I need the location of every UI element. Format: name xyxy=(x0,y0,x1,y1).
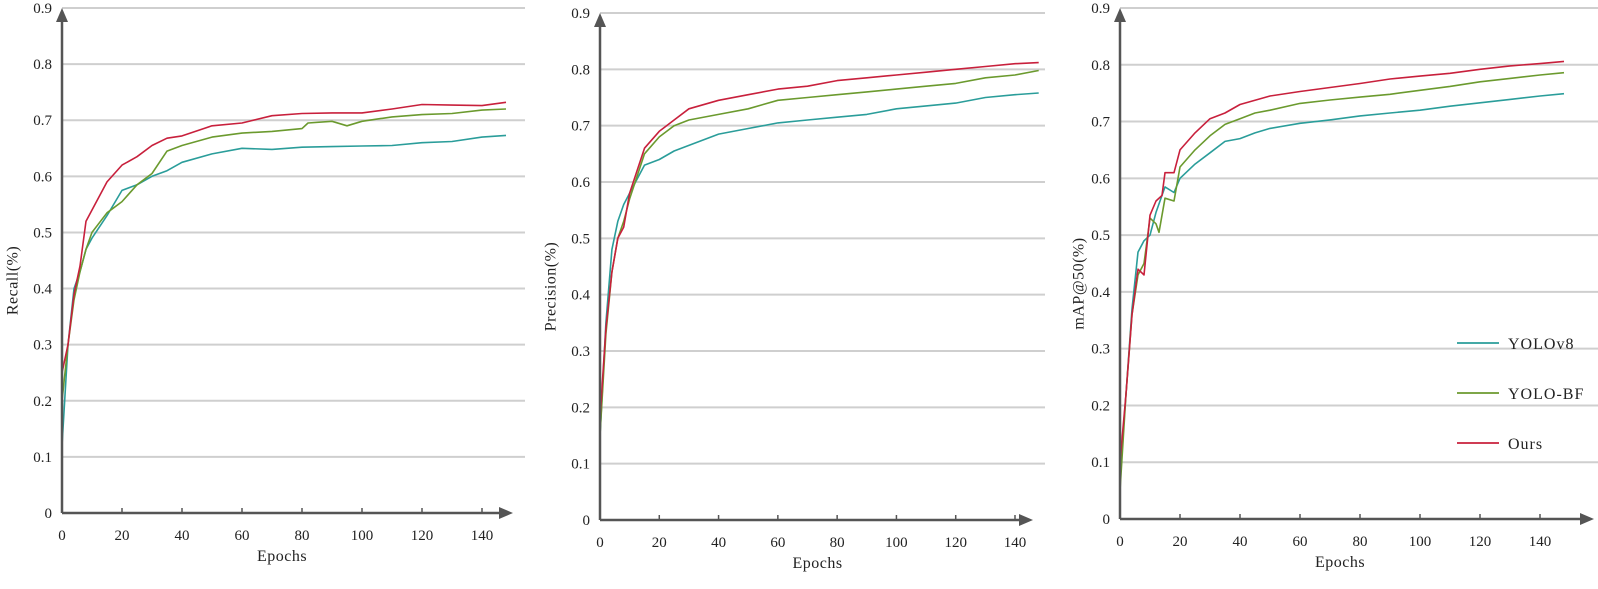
chart-panel-3: 0 0.1 0.2 0.3 0.4 0.5 0.6 0.7 0.8 0.9 0 20 40 60 80 100… xyxy=(1071,1,1598,571)
legend-label: Ours xyxy=(1508,436,1543,453)
y-tick-label: 0.4 xyxy=(1091,285,1110,301)
y-axis-label: Precision(%) xyxy=(543,242,560,332)
series-line-ours xyxy=(1119,60,1565,463)
y-tick-label: 0.4 xyxy=(571,288,590,304)
y-tick-label: 0.8 xyxy=(571,62,590,78)
x-tick-label: 100 xyxy=(885,535,908,551)
y-axis-label: Recall(%) xyxy=(5,246,22,315)
legend-label: YOLOv8 xyxy=(1508,336,1574,353)
x-tick-label: 120 xyxy=(1469,534,1492,550)
y-tick-label: 0.3 xyxy=(1091,342,1110,358)
series-line-ours xyxy=(599,61,1039,419)
x-tick-label: 40 xyxy=(1233,534,1248,550)
series-line-yolov8 xyxy=(599,92,1039,436)
x-axis-label: Epochs xyxy=(1315,554,1365,571)
x-axis-arrow-icon xyxy=(499,507,513,519)
y-tick-label: 0.9 xyxy=(571,6,590,22)
y-tick-label: 0 xyxy=(583,513,591,529)
x-tick-label: 80 xyxy=(1353,534,1368,550)
y-axis-arrow-icon xyxy=(56,8,68,22)
series-line-yolov8 xyxy=(61,134,507,446)
x-tick-label: 0 xyxy=(596,535,604,551)
y-tick-label: 0.6 xyxy=(1091,171,1110,187)
y-tick-label: 0.2 xyxy=(33,394,52,410)
y-tick-label: 0.1 xyxy=(571,457,590,473)
y-axis-arrow-icon xyxy=(1114,8,1126,22)
y-tick-label: 0.3 xyxy=(571,344,590,360)
x-tick-label: 60 xyxy=(1293,534,1308,550)
y-tick-label: 0.7 xyxy=(571,119,590,135)
x-tick-label: 20 xyxy=(652,535,667,551)
y-tick-label: 0.7 xyxy=(1091,115,1110,131)
x-tick-label: 40 xyxy=(175,528,190,544)
y-tick-label: 0 xyxy=(45,506,53,522)
x-tick-label: 140 xyxy=(471,528,494,544)
y-tick-label: 0.2 xyxy=(1091,398,1110,414)
x-axis-label: Epochs xyxy=(792,555,842,572)
series-line-yolo-bf xyxy=(61,108,507,401)
chart-panel-2: 0 0.1 0.2 0.3 0.4 0.5 0.6 0.7 0.8 0.9 0 20 40 60 80 100… xyxy=(543,6,1045,572)
series-line-yolo-bf xyxy=(599,69,1039,436)
x-axis-arrow-icon xyxy=(1019,514,1033,526)
x-tick-label: 0 xyxy=(58,528,66,544)
x-tick-label: 120 xyxy=(944,535,967,551)
y-tick-label: 0.4 xyxy=(33,282,52,298)
y-tick-label: 0.8 xyxy=(1091,58,1110,74)
x-axis-arrow-icon xyxy=(1580,513,1594,525)
y-tick-label: 0.8 xyxy=(33,57,52,73)
y-tick-label: 0.9 xyxy=(1091,1,1110,17)
x-tick-label: 20 xyxy=(1173,534,1188,550)
y-axis-label: mAP@50(%) xyxy=(1071,237,1088,329)
y-tick-label: 0.2 xyxy=(571,400,590,416)
y-tick-label: 0.6 xyxy=(571,175,590,191)
y-tick-label: 0.9 xyxy=(33,1,52,17)
x-tick-label: 80 xyxy=(295,528,310,544)
x-tick-label: 20 xyxy=(115,528,130,544)
chart-panel-1: 0 0.1 0.2 0.3 0.4 0.5 0.6 0.7 0.8 0.9 0 20 40 60 80 100… xyxy=(5,1,525,565)
y-tick-label: 0.5 xyxy=(33,225,52,241)
y-tick-label: 0 xyxy=(1103,512,1111,528)
y-tick-label: 0.3 xyxy=(33,338,52,354)
x-tick-label: 140 xyxy=(1529,534,1552,550)
legend-label: YOLO-BF xyxy=(1508,386,1584,403)
y-tick-label: 0.1 xyxy=(33,450,52,466)
x-tick-label: 60 xyxy=(770,535,785,551)
series-line-yolov8 xyxy=(1119,92,1565,474)
y-tick-label: 0.7 xyxy=(33,113,52,129)
y-tick-label: 0.5 xyxy=(1091,228,1110,244)
y-tick-label: 0.1 xyxy=(1091,455,1110,471)
y-axis-arrow-icon xyxy=(594,13,606,27)
x-tick-label: 100 xyxy=(351,528,374,544)
x-tick-label: 0 xyxy=(1116,534,1124,550)
y-tick-label: 0.5 xyxy=(571,231,590,247)
legend: YOLOv8 YOLO-BF Ours xyxy=(1457,336,1584,453)
x-tick-label: 120 xyxy=(411,528,434,544)
x-tick-label: 40 xyxy=(711,535,726,551)
series-line-yolo-bf xyxy=(1119,71,1565,491)
y-tick-label: 0.6 xyxy=(33,169,52,185)
x-tick-label: 100 xyxy=(1409,534,1432,550)
x-tick-label: 140 xyxy=(1004,535,1027,551)
x-axis-label: Epochs xyxy=(257,548,307,565)
x-tick-label: 60 xyxy=(235,528,250,544)
x-tick-label: 80 xyxy=(830,535,845,551)
series-line-ours xyxy=(61,101,507,373)
